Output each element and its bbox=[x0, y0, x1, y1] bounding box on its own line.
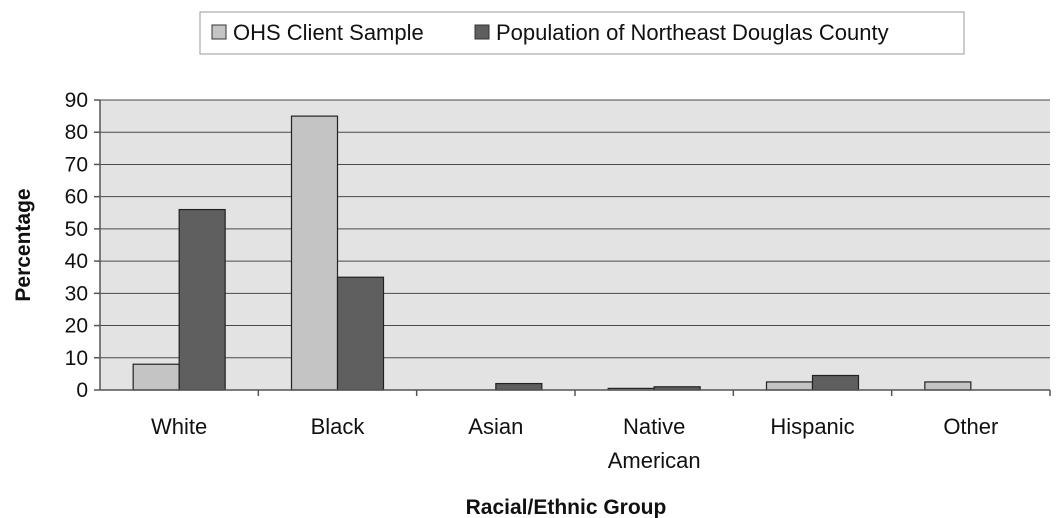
y-tick-label: 80 bbox=[65, 121, 88, 144]
bar-ohs bbox=[290, 115, 339, 391]
y-tick-label: 30 bbox=[65, 282, 88, 305]
bar-ohs bbox=[132, 363, 180, 391]
x-category-label: Hispanic bbox=[770, 414, 854, 439]
legend-swatch-population bbox=[474, 24, 490, 40]
legend-swatch-ohs bbox=[211, 24, 227, 40]
bars bbox=[132, 115, 972, 391]
y-tick-label: 0 bbox=[76, 379, 88, 402]
legend: OHS Client Sample Population of Northeas… bbox=[199, 11, 965, 55]
plot-area bbox=[100, 100, 1050, 390]
y-tick-label: 20 bbox=[65, 315, 88, 338]
legend-label-population: Population of Northeast Douglas County bbox=[496, 20, 889, 45]
bar-population bbox=[495, 382, 543, 391]
x-category-label: Black bbox=[311, 414, 366, 439]
y-tick-label: 40 bbox=[65, 250, 88, 273]
legend-box bbox=[199, 11, 965, 55]
y-tick-label: 50 bbox=[65, 218, 88, 241]
bar-ohs bbox=[765, 381, 814, 391]
y-axis-ticks: 0 10 20 30 40 50 60 70 80 90 bbox=[65, 89, 100, 402]
x-axis-title: Racial/Ethnic Group bbox=[466, 496, 667, 518]
bar-population bbox=[811, 374, 860, 391]
x-category-label: Asian bbox=[468, 414, 523, 439]
y-tick-label: 60 bbox=[65, 186, 88, 209]
y-axis-title: Percentage bbox=[12, 188, 35, 301]
y-tick-label: 70 bbox=[65, 153, 88, 176]
legend-label-ohs: OHS Client Sample bbox=[233, 20, 424, 45]
bar-population bbox=[178, 208, 226, 391]
bar-population bbox=[336, 276, 385, 391]
x-category-label: White bbox=[151, 414, 207, 439]
x-axis-ticks: White Black Asian Native American Hispanic Oth… bbox=[151, 390, 1051, 473]
x-category-label: Other bbox=[943, 414, 998, 439]
bar-ohs bbox=[924, 381, 972, 391]
gridlines bbox=[100, 99, 1050, 359]
x-category-label: Native bbox=[623, 414, 685, 439]
x-category-label: American bbox=[608, 448, 701, 473]
y-tick-label: 90 bbox=[65, 89, 88, 112]
y-tick-label: 10 bbox=[65, 347, 88, 370]
